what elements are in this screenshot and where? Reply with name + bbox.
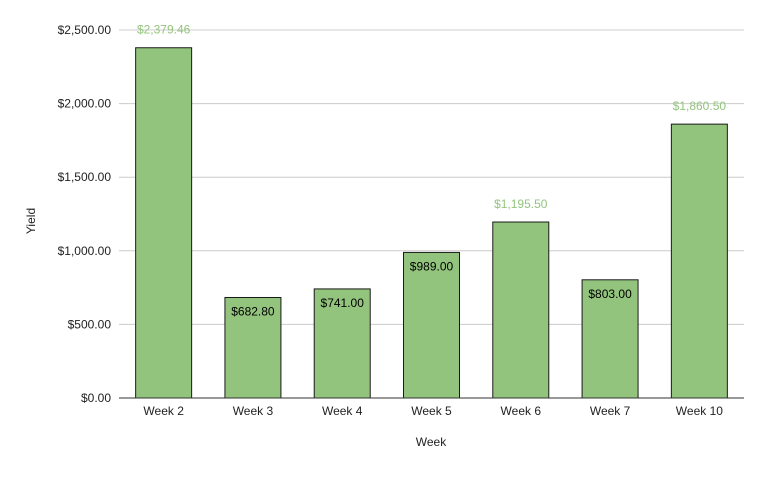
x-axis-title: Week [416,435,447,449]
x-tick-label: Week 4 [322,404,363,418]
y-tick-label: $500.00 [68,317,112,331]
x-tick-label: Week 6 [501,404,542,418]
y-tick-label: $1,000.00 [58,244,112,258]
bar [135,47,193,399]
y-tick-label: $1,500.00 [58,170,112,184]
y-tick-label: $2,000.00 [58,97,112,111]
x-tick-label: Week 7 [590,404,631,418]
bar [224,296,282,399]
x-tick-label: Week 2 [143,404,184,418]
x-tick-label: Week 10 [676,404,723,418]
data-label: $741.00 [321,296,365,310]
data-label: $803.00 [588,287,632,301]
y-axis-ticks: $0.00 $500.00 $1,000.00 $1,500.00 $2,000.00 $… [58,23,112,405]
y-tick-label: $2,500.00 [58,23,112,37]
x-axis-ticks: Week 2 Week 3 Week 4 Week 5 Week 6 Week 7 Week… [143,404,723,418]
data-labels: $2,379.46 $682.80 $741.00 $989.00 $1,195.50 $… [137,23,726,319]
data-label: $1,195.50 [494,197,548,211]
x-tick-label: Week 5 [411,404,452,418]
data-label: $1,860.50 [673,99,727,113]
bar [670,123,728,399]
bar [581,279,639,399]
data-label: $2,379.46 [137,23,191,37]
x-tick-label: Week 3 [233,404,274,418]
data-label: $682.80 [231,304,275,318]
bars [135,47,728,399]
bar [492,221,550,399]
data-label: $989.00 [410,259,454,273]
bar [403,251,460,399]
y-axis-title: Yield [24,208,38,234]
y-tick-label: $0.00 [81,391,111,405]
gridlines [119,29,744,325]
